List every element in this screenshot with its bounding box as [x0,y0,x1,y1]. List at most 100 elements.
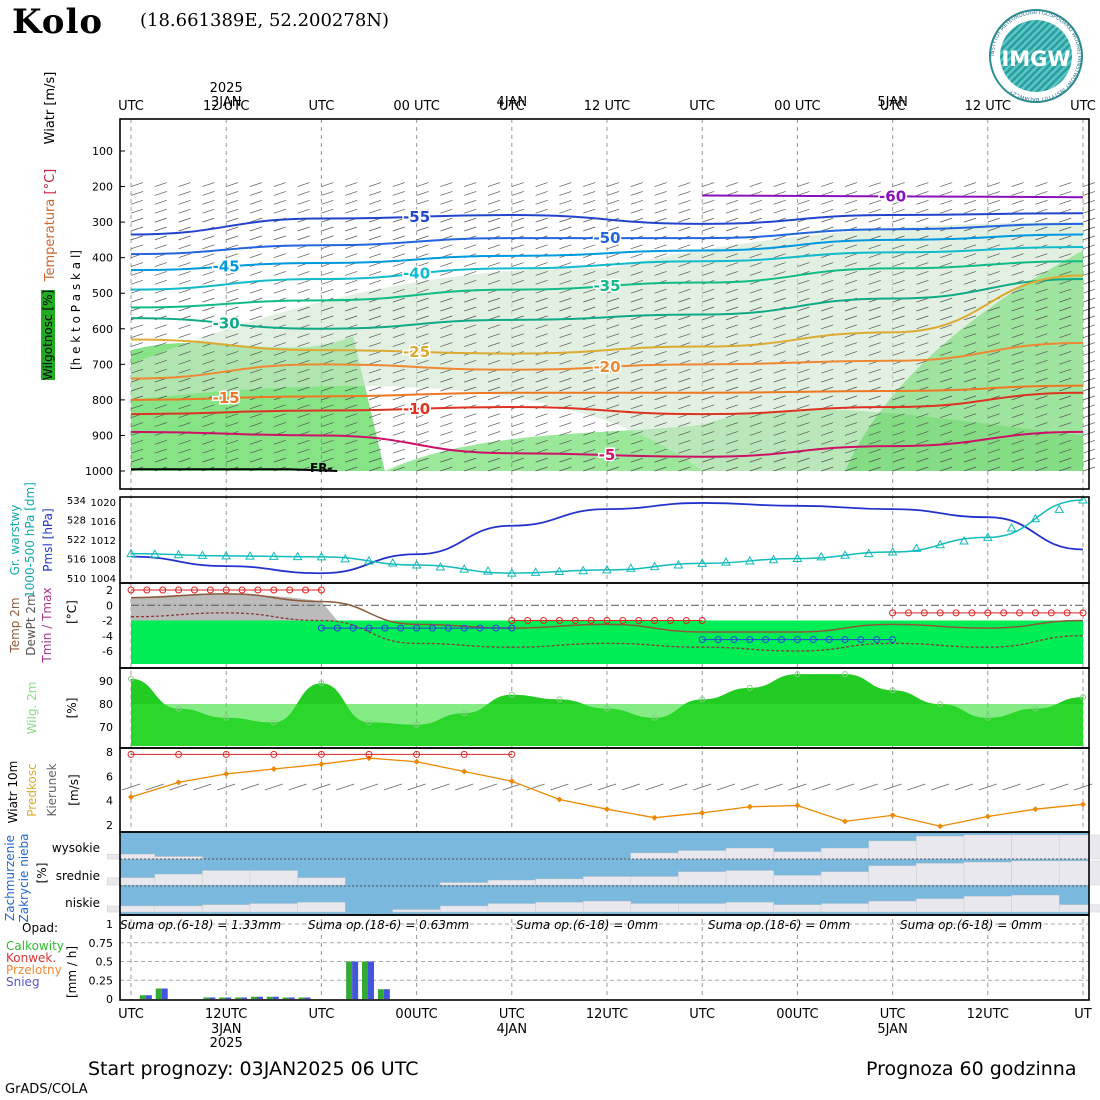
wind-barb [487,360,501,365]
forecast-start: Start prognozy: 03JAN2025 06 UTC [88,1058,419,1080]
wind-barb [987,333,1000,338]
wind-barb [440,306,453,312]
wind-barb [749,297,762,303]
wind-barb [702,431,715,436]
tmax-marker [603,617,611,624]
wind-barb [297,253,310,258]
wind-barb [202,377,215,383]
wind-barb [130,182,144,187]
wind-barb [1035,377,1048,383]
tmax-marker [651,617,659,624]
wind-barb [297,271,310,276]
wind-barb [559,271,572,276]
wind-barb [1011,208,1024,214]
wind-barb [606,431,620,436]
wind-barb [844,262,858,267]
wind-barb [535,342,548,347]
wind-barb [606,395,620,401]
time-label-top: 12 UTC [584,99,630,114]
wind-barb [1035,440,1048,445]
wind-barb [297,333,310,338]
wind-barb [987,200,1000,205]
wind-barb [749,324,762,330]
wind-barb [797,333,810,338]
wind-barb [1035,253,1048,258]
wind-barb [987,226,1000,232]
tmin-marker [333,624,341,632]
upper-air-panel: -60-55-50-45 -40-35-30-25-20-15-10-5FR- [130,182,1096,475]
wind-barb [392,386,405,392]
wind-barb [273,200,286,205]
tmax-marker [571,617,579,624]
tmin-marker [746,636,754,644]
wind-barb [368,440,382,445]
wind-barb [368,377,382,383]
precip-total-bar [155,988,162,999]
wind-barb [630,440,643,445]
wind-barb [678,386,691,392]
wind-barb [725,422,739,427]
wind-barb [606,368,620,374]
wind-barb [702,404,715,410]
wind-barb [226,413,239,418]
cloud-bar [297,877,346,886]
wind-barb [963,253,977,258]
wind-barb [1011,288,1024,294]
wind-barb [654,457,667,463]
label-thickness-1: Gr. warstwy [8,505,22,576]
cloud-bar [535,878,584,886]
wind-barb [202,200,215,205]
wind-barb [940,262,953,267]
wind-barb [630,377,643,383]
wind-barb [154,324,167,330]
wind-barb [440,226,453,232]
wind-barb [678,262,691,267]
wind-barb [868,262,881,267]
isotherm-label: -30 [213,314,240,332]
wind-barb [392,191,405,196]
wind-barb [321,440,334,445]
wind-barb [416,413,429,418]
wind-barb [487,342,501,347]
precip-snow-bar [161,988,168,999]
thickness-marker [1054,504,1065,513]
wind-barb [821,200,834,205]
wind-barb [702,315,715,321]
wind-barb [630,244,643,250]
wind-barb [844,271,858,276]
thickness-tick-label: 522 [67,535,86,546]
wind-barb [892,315,905,321]
wind-barb [226,448,239,454]
wind-barb [725,333,739,338]
wind-barb [249,386,263,392]
wind-gust-marker [508,750,516,758]
wind-barb [345,182,358,187]
wind-barb [725,315,739,321]
wind-barb [273,208,286,214]
wind-barb [606,200,620,205]
date-label-bottom: 5JAN [877,1022,908,1037]
wind-barb [963,297,977,303]
thickness-marker [768,554,779,564]
wind-barb [749,253,762,258]
wind-barb [868,333,881,338]
time-label-top: 12 UTC [965,99,1011,114]
wind-barb [868,253,881,258]
tmin-marker [365,624,373,632]
wind-barb [583,386,596,392]
humidity-tick-label: 90 [99,675,113,688]
wind-barb [868,368,881,374]
wind-barb [273,235,286,241]
wind-barb [987,360,1000,365]
wind-barb [392,377,405,383]
wind-barb [868,244,881,250]
time-label-top: UTC [880,99,906,114]
precip-snow-bar [304,997,311,999]
wind-barb [273,333,286,338]
wind-barb [559,386,572,392]
wind-barb [892,422,905,427]
wind-barb [130,262,144,267]
tmin-marker [730,636,738,644]
date-label-top: 3JAN [211,95,242,110]
wind-barb [868,191,881,196]
